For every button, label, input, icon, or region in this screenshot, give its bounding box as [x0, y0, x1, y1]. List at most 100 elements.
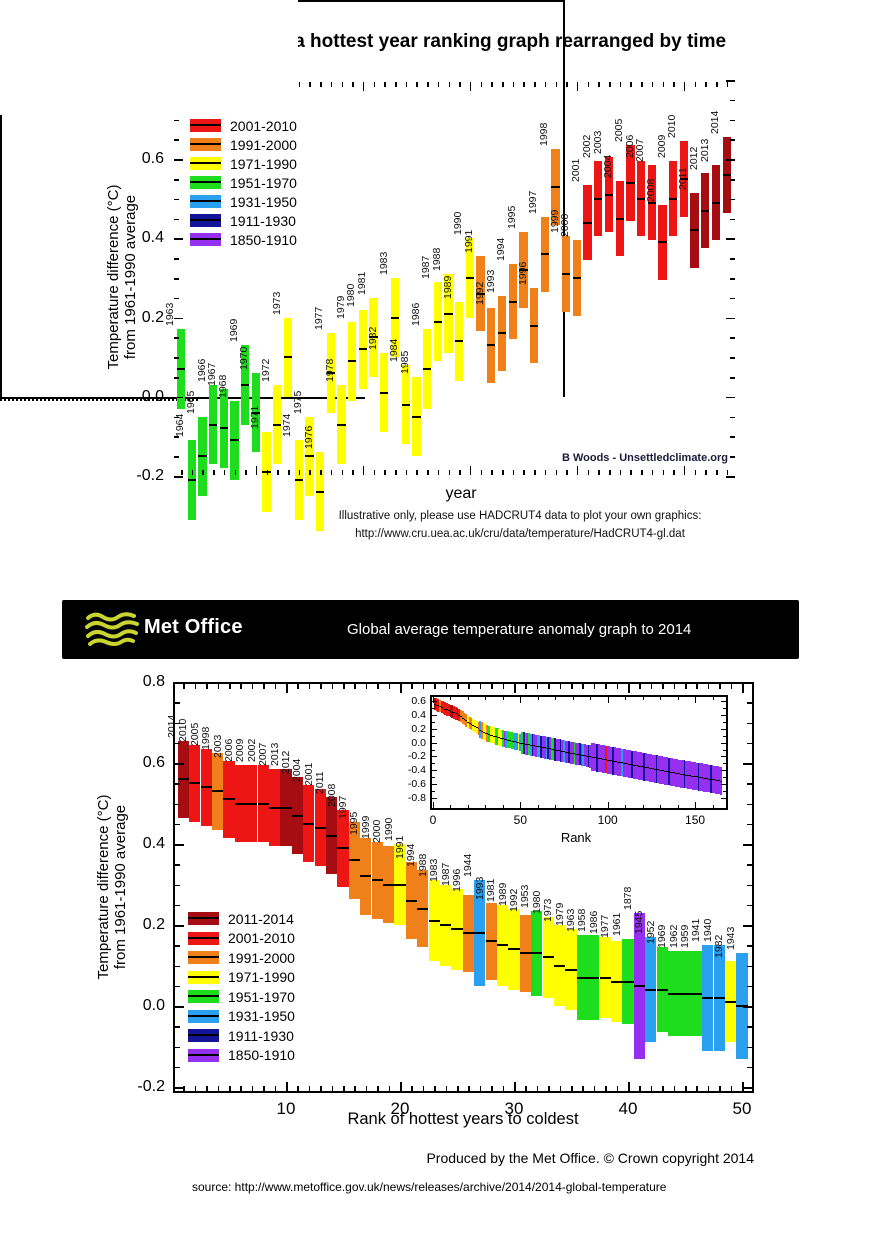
inset-x-tick-label: 150 — [685, 813, 706, 827]
inset-y-tick — [721, 798, 726, 800]
bar-center-1974 — [294, 478, 303, 481]
inset-bar — [559, 739, 562, 762]
bar-center-1983 — [390, 316, 400, 319]
bar-center-2007 — [269, 806, 281, 809]
inset-bar-center — [688, 775, 691, 777]
legend-swatch-R — [188, 931, 219, 945]
bar-center-1878 — [633, 984, 645, 987]
x-tick — [459, 82, 461, 87]
inset-x-tick — [607, 802, 609, 808]
x-tick — [491, 82, 493, 87]
y-tick-label: 0.2 — [141, 308, 164, 326]
inset-bar-center — [538, 746, 541, 748]
inset-bar-center — [598, 758, 600, 760]
inset-bar-center — [522, 743, 525, 745]
y-tick — [747, 1046, 752, 1048]
inset-bar — [494, 727, 497, 745]
bar-year-label-2011: 2011 — [314, 771, 327, 795]
inset-bar-center — [619, 762, 621, 764]
bar-center-1944 — [474, 932, 486, 935]
inset-bar-center — [573, 753, 576, 755]
inset-bar — [484, 724, 487, 742]
x-tick — [479, 684, 482, 689]
legend-label: 1991-2000 — [228, 949, 295, 966]
inset-bar — [463, 712, 466, 726]
x-tick — [411, 684, 413, 689]
inset-bar — [594, 743, 597, 772]
x-tick — [705, 82, 707, 87]
inset-x-tick — [677, 697, 679, 700]
bar-center-1973 — [283, 356, 293, 359]
inset-bar — [580, 743, 583, 766]
inset-y-tick — [432, 749, 435, 751]
x-tick — [330, 470, 333, 475]
inset-bar-center — [695, 776, 698, 778]
x-tick — [384, 82, 386, 87]
inset-x-tick — [590, 805, 592, 808]
inset-x-tick — [520, 697, 522, 703]
inset-bar-center — [491, 735, 494, 737]
x-tick — [354, 684, 356, 689]
bar-center-1975 — [305, 455, 314, 458]
y-tick — [174, 456, 179, 458]
inset-bar — [488, 725, 490, 743]
x-tick — [587, 82, 590, 87]
inset-bar-center — [676, 773, 679, 775]
legend-item-1991-2000: 1991-2000 — [188, 949, 295, 966]
y-tick-label: 0.6 — [141, 150, 164, 168]
x-tick — [320, 82, 322, 87]
x-tick — [298, 470, 301, 475]
y-tick — [175, 864, 180, 866]
inset-y-tick — [723, 707, 726, 709]
inset-x-tick — [555, 805, 557, 808]
inset-bar-center — [657, 769, 660, 771]
bar-center-1992 — [487, 344, 496, 347]
y-tick — [174, 337, 179, 339]
bar-year-label-1982: 1982 — [713, 935, 726, 959]
bar-year-label-1969: 1969 — [656, 924, 669, 949]
y-tick — [730, 198, 735, 201]
inset-bar-center — [437, 705, 440, 707]
bar-center-2004 — [615, 217, 624, 220]
legend-swatch-G — [190, 176, 221, 189]
bar-center-2000 — [572, 277, 582, 279]
x-tick — [263, 1086, 265, 1091]
y-tick-label: -0.2 — [137, 1078, 165, 1095]
y-tick-label: 0.4 — [141, 229, 164, 247]
y-tick — [175, 823, 180, 826]
inset-y-tick — [432, 742, 437, 744]
inset-y-tick — [432, 735, 435, 737]
x-tick — [534, 82, 536, 87]
legend-item-2001-2010: 2001-2010 — [190, 117, 297, 134]
chart1-attribution: B Woods - Unsettledclimate.org — [561, 452, 728, 464]
inset-bar-center — [711, 779, 714, 781]
inset-bar-center — [549, 748, 551, 750]
inset-bar — [571, 741, 574, 765]
inset-bar-center — [496, 736, 499, 738]
inset-bar-center — [474, 726, 476, 728]
x-tick — [352, 82, 354, 87]
bar-center-1993 — [485, 940, 497, 943]
bar-year-label-1998: 1998 — [200, 726, 213, 750]
bar-center-1972 — [273, 423, 282, 426]
inset-y-tick — [432, 791, 435, 793]
x-tick — [388, 1086, 391, 1091]
inset-bar-center — [477, 728, 480, 730]
inset-bar-center — [451, 711, 454, 713]
bar-year-label-1995: 1995 — [348, 811, 361, 835]
inset-bar-center — [545, 747, 548, 749]
legend-label: 1850-1910 — [230, 231, 297, 248]
x-tick — [525, 1086, 527, 1091]
bar-center-2012 — [701, 209, 710, 212]
x-tick — [298, 82, 301, 87]
inset-x-tick — [433, 802, 434, 808]
chart1-note-line2: http://www.cru.uea.ac.uk/cru/data/temper… — [355, 528, 685, 540]
bar-center-1991 — [405, 899, 417, 902]
inset-y-tick — [432, 714, 437, 716]
inset-y-tick — [723, 763, 726, 765]
inset-x-tick — [450, 805, 452, 808]
inset-bar-center — [605, 759, 607, 761]
y-tick — [726, 159, 735, 161]
inset-bar-center — [610, 760, 613, 762]
x-tick — [468, 684, 470, 689]
